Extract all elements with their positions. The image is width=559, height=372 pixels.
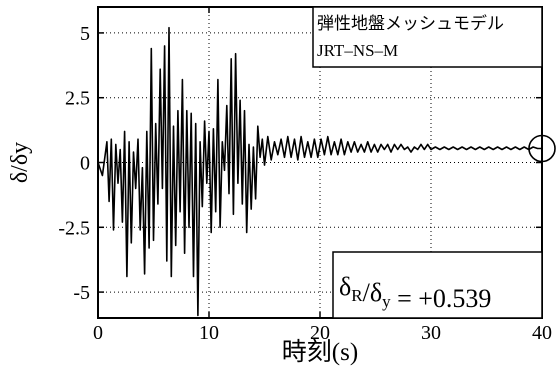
result-label: δR/δy = +0.539 bbox=[339, 272, 491, 313]
annotation-box bbox=[312, 6, 543, 68]
x-axis-label: 時刻(s) bbox=[282, 338, 358, 366]
annotation-line-1: JRT–NS–M bbox=[317, 41, 398, 60]
result-text-part: /δ bbox=[363, 278, 382, 307]
y-tick-label: 2.5 bbox=[65, 88, 90, 110]
y-tick-label: -2.5 bbox=[58, 217, 90, 239]
result-text-part: δ bbox=[339, 272, 351, 301]
y-tick-label: -5 bbox=[73, 282, 90, 304]
y-tick-label: 5 bbox=[80, 23, 90, 45]
x-tick-label: 20 bbox=[310, 322, 330, 344]
result-text-part: +0.539 bbox=[418, 284, 491, 313]
y-tick-label: 0 bbox=[80, 153, 90, 175]
annotation-line-0: 弾性地盤メッシュモデル bbox=[317, 13, 504, 33]
y-axis-label: δ/δy bbox=[7, 142, 33, 183]
x-tick-label: 30 bbox=[421, 322, 441, 344]
series-line-0 bbox=[98, 26, 542, 317]
result-subscript: R bbox=[351, 286, 363, 305]
x-tick-label: 40 bbox=[532, 322, 552, 344]
result-subscript: y bbox=[382, 292, 391, 311]
x-tick-label: 10 bbox=[199, 322, 219, 344]
x-tick-label: 0 bbox=[93, 322, 103, 344]
result-text-part: = bbox=[391, 284, 419, 313]
result-box bbox=[332, 251, 543, 319]
